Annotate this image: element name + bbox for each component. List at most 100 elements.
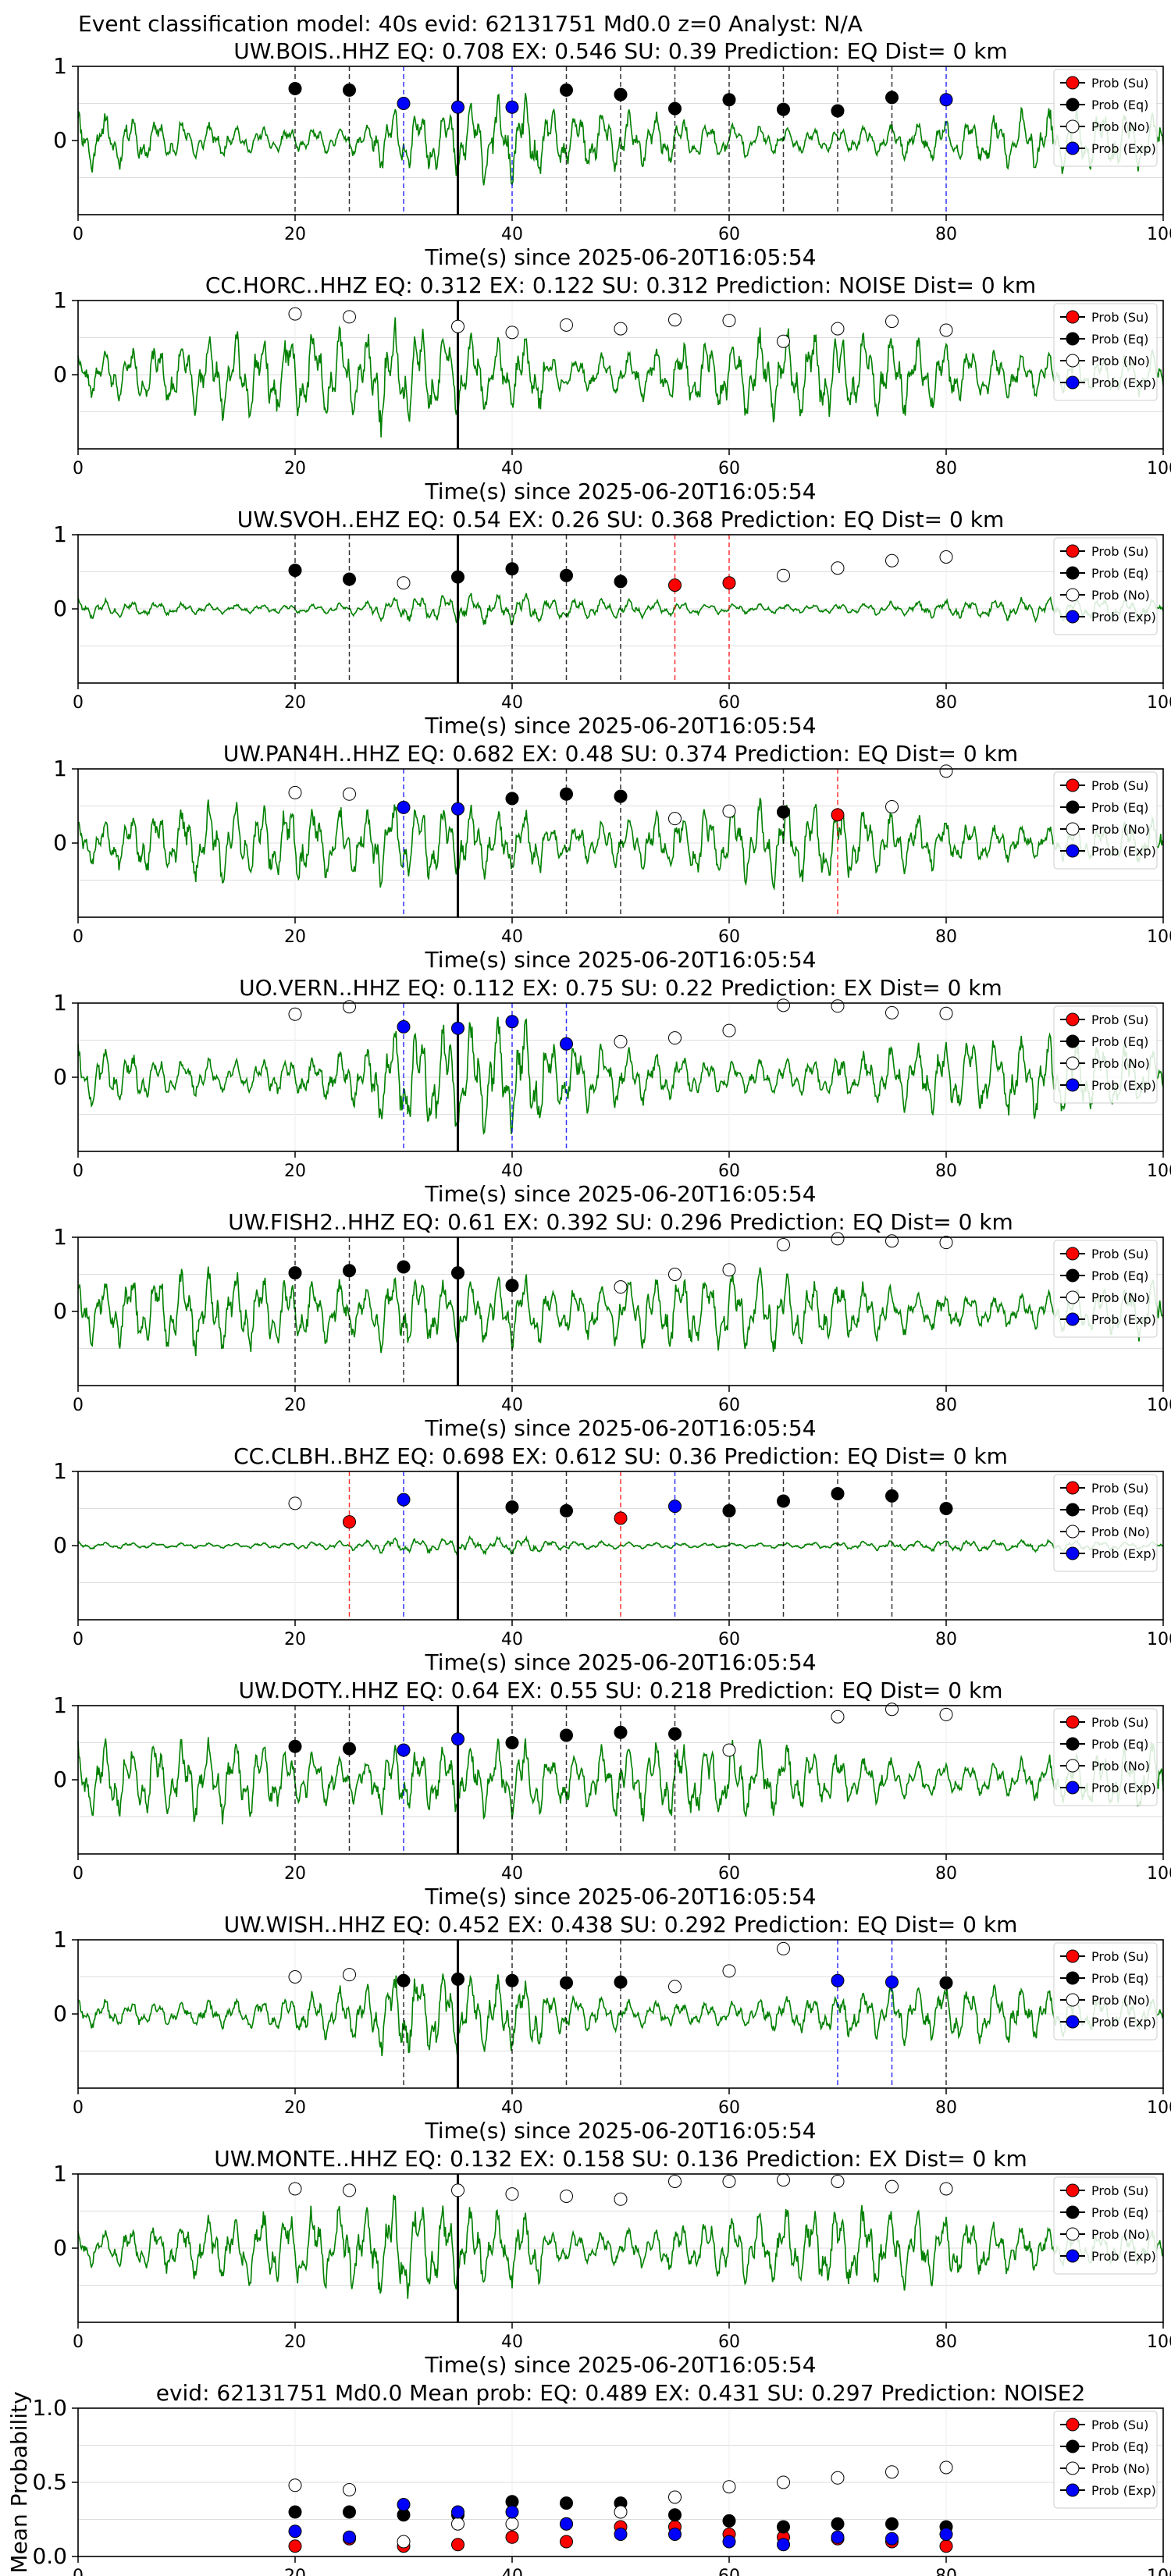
prob-marker-no	[831, 561, 845, 575]
prob-marker-no	[288, 307, 302, 321]
x-tick-label: 60	[718, 927, 740, 947]
x-tick-label: 80	[935, 1864, 957, 1884]
prob-marker-exp	[397, 1019, 411, 1034]
legend-entry-no: Prob (No)	[1091, 1525, 1150, 1539]
prob-marker-eq	[451, 1972, 464, 1986]
legend-box	[1053, 1474, 1158, 1572]
panel-title: CC.HORC..HHZ EQ: 0.312 EX: 0.122 SU: 0.3…	[205, 272, 1036, 298]
prob-marker-su	[614, 1511, 628, 1525]
y-tick-label: 0	[53, 2235, 67, 2261]
prob-marker-no	[777, 1238, 790, 1251]
x-axis-label: Time(s) since 2025-06-20T16:05:54	[424, 713, 816, 738]
legend-entry-su: Prob (Su)	[1091, 2183, 1148, 2198]
x-axis-label: Time(s) since 2025-06-20T16:05:54	[424, 479, 816, 504]
x-tick-label: 40	[501, 2332, 523, 2352]
legend-entry-exp: Prob (Exp)	[1091, 1781, 1156, 1795]
legend-entry-no: Prob (No)	[1091, 822, 1150, 837]
prob-marker-eq	[288, 564, 302, 578]
mean-prob-point-exp	[885, 2532, 899, 2546]
mean-prob-point-exp	[668, 2528, 682, 2541]
y-tick-label: 0	[53, 127, 67, 153]
prob-marker-no	[885, 1703, 899, 1717]
legend-marker-eq	[1066, 2439, 1080, 2453]
y-tick-label: 1	[53, 1927, 67, 1952]
x-tick-label: 100	[1147, 2098, 1171, 2118]
legend-box	[1053, 537, 1158, 635]
x-axis-label: Time(s) since 2025-06-20T16:05:54	[424, 1649, 816, 1675]
mean-prob-point-eq	[560, 2496, 573, 2510]
x-tick-label: 60	[718, 1396, 740, 1415]
waveform-trace	[77, 2194, 1164, 2299]
prob-marker-no	[668, 812, 682, 826]
panel-4: UW.PAN4H..HHZ EQ: 0.682 EX: 0.48 SU: 0.3…	[53, 741, 1171, 973]
x-axis-label: Time(s) since 2025-06-20T16:05:54	[424, 2352, 816, 2378]
prob-marker-eq	[505, 1500, 519, 1514]
prob-marker-eq	[614, 1725, 628, 1739]
legend-marker-no	[1066, 1525, 1080, 1539]
x-tick-label: 60	[718, 2567, 740, 2576]
x-tick-label: 40	[501, 927, 523, 947]
prob-marker-exp	[397, 1743, 411, 1757]
panel-title: UO.VERN..HHZ EQ: 0.112 EX: 0.75 SU: 0.22…	[239, 975, 1002, 1001]
prob-marker-eq	[939, 1502, 953, 1515]
x-tick-label: 80	[935, 2098, 957, 2118]
prob-marker-eq	[560, 83, 573, 97]
mean-prob-point-su	[288, 2539, 302, 2553]
y-tick-label: 1	[53, 287, 67, 313]
legend-marker-eq	[1066, 1503, 1080, 1517]
x-tick-label: 40	[501, 2567, 523, 2576]
y-axis-label: Mean Probability	[6, 2391, 32, 2573]
legend: Prob (Su) Prob (Eq) Prob (No) Prob (Exp)	[1053, 2176, 1158, 2275]
mean-prob-point-no	[451, 2517, 464, 2531]
legend-marker-su	[1066, 1247, 1080, 1261]
y-tick-label: 1	[53, 1692, 67, 1718]
mean-prob-point-eq	[343, 2505, 356, 2519]
x-tick-label: 0	[73, 1396, 84, 1415]
x-tick-label: 60	[718, 1864, 740, 1884]
prob-marker-no	[614, 1280, 628, 1294]
mean-prob-point-exp	[831, 2530, 845, 2544]
prob-marker-eq	[343, 83, 356, 97]
panel-9: UW.WISH..HHZ EQ: 0.452 EX: 0.438 SU: 0.2…	[53, 1912, 1171, 2144]
mean-prob-point-exp	[614, 2528, 628, 2541]
legend-entry-su: Prob (Su)	[1091, 1949, 1148, 1964]
prob-marker-no	[668, 1980, 682, 1994]
mean-prob-point-eq	[288, 2505, 302, 2519]
prob-marker-no	[343, 310, 356, 324]
x-tick-label: 40	[501, 1630, 523, 1649]
mean-prob-point-exp	[343, 2530, 356, 2544]
x-tick-label: 0	[73, 1162, 84, 1181]
prob-marker-eq	[777, 805, 790, 819]
mean-prob-point-exp	[451, 2505, 464, 2519]
legend-entry-eq: Prob (Eq)	[1091, 1737, 1148, 1752]
x-tick-label: 60	[718, 2098, 740, 2118]
prob-marker-no	[343, 1968, 356, 1982]
panel-title: UW.DOTY..HHZ EQ: 0.64 EX: 0.55 SU: 0.218…	[239, 1678, 1003, 1703]
prob-marker-exp	[939, 93, 953, 107]
legend: Prob (Su) Prob (Eq) Prob (No) Prob (Exp)	[1053, 1942, 1158, 2041]
prob-marker-no	[939, 1707, 953, 1721]
prob-marker-no	[722, 804, 736, 818]
mean-prob-point-eq	[885, 2517, 899, 2531]
legend-box	[1053, 2176, 1158, 2275]
x-tick-label: 0	[73, 2098, 84, 2118]
prob-marker-no	[939, 764, 953, 778]
prob-marker-su	[831, 808, 845, 822]
x-tick-label: 100	[1147, 459, 1171, 479]
x-tick-label: 100	[1147, 2332, 1171, 2352]
legend-entry-exp: Prob (Exp)	[1091, 2249, 1156, 2264]
legend-marker-eq	[1066, 1971, 1080, 1985]
prob-marker-eq	[560, 1976, 573, 1990]
mean-prob-point-eq	[831, 2517, 845, 2531]
panel-2: CC.HORC..HHZ EQ: 0.312 EX: 0.122 SU: 0.3…	[53, 272, 1171, 504]
panel-3: UW.SVOH..EHZ EQ: 0.54 EX: 0.26 SU: 0.368…	[53, 507, 1171, 738]
legend-entry-eq: Prob (Eq)	[1091, 2205, 1148, 2220]
prob-marker-no	[614, 322, 628, 336]
x-tick-label: 80	[935, 927, 957, 947]
legend-marker-su	[1066, 544, 1080, 558]
prob-marker-no	[451, 2183, 464, 2197]
x-tick-label: 40	[501, 2098, 523, 2118]
prob-marker-no	[397, 576, 411, 590]
prob-marker-eq	[397, 1260, 411, 1274]
legend-entry-eq: Prob (Eq)	[1091, 1034, 1148, 1049]
